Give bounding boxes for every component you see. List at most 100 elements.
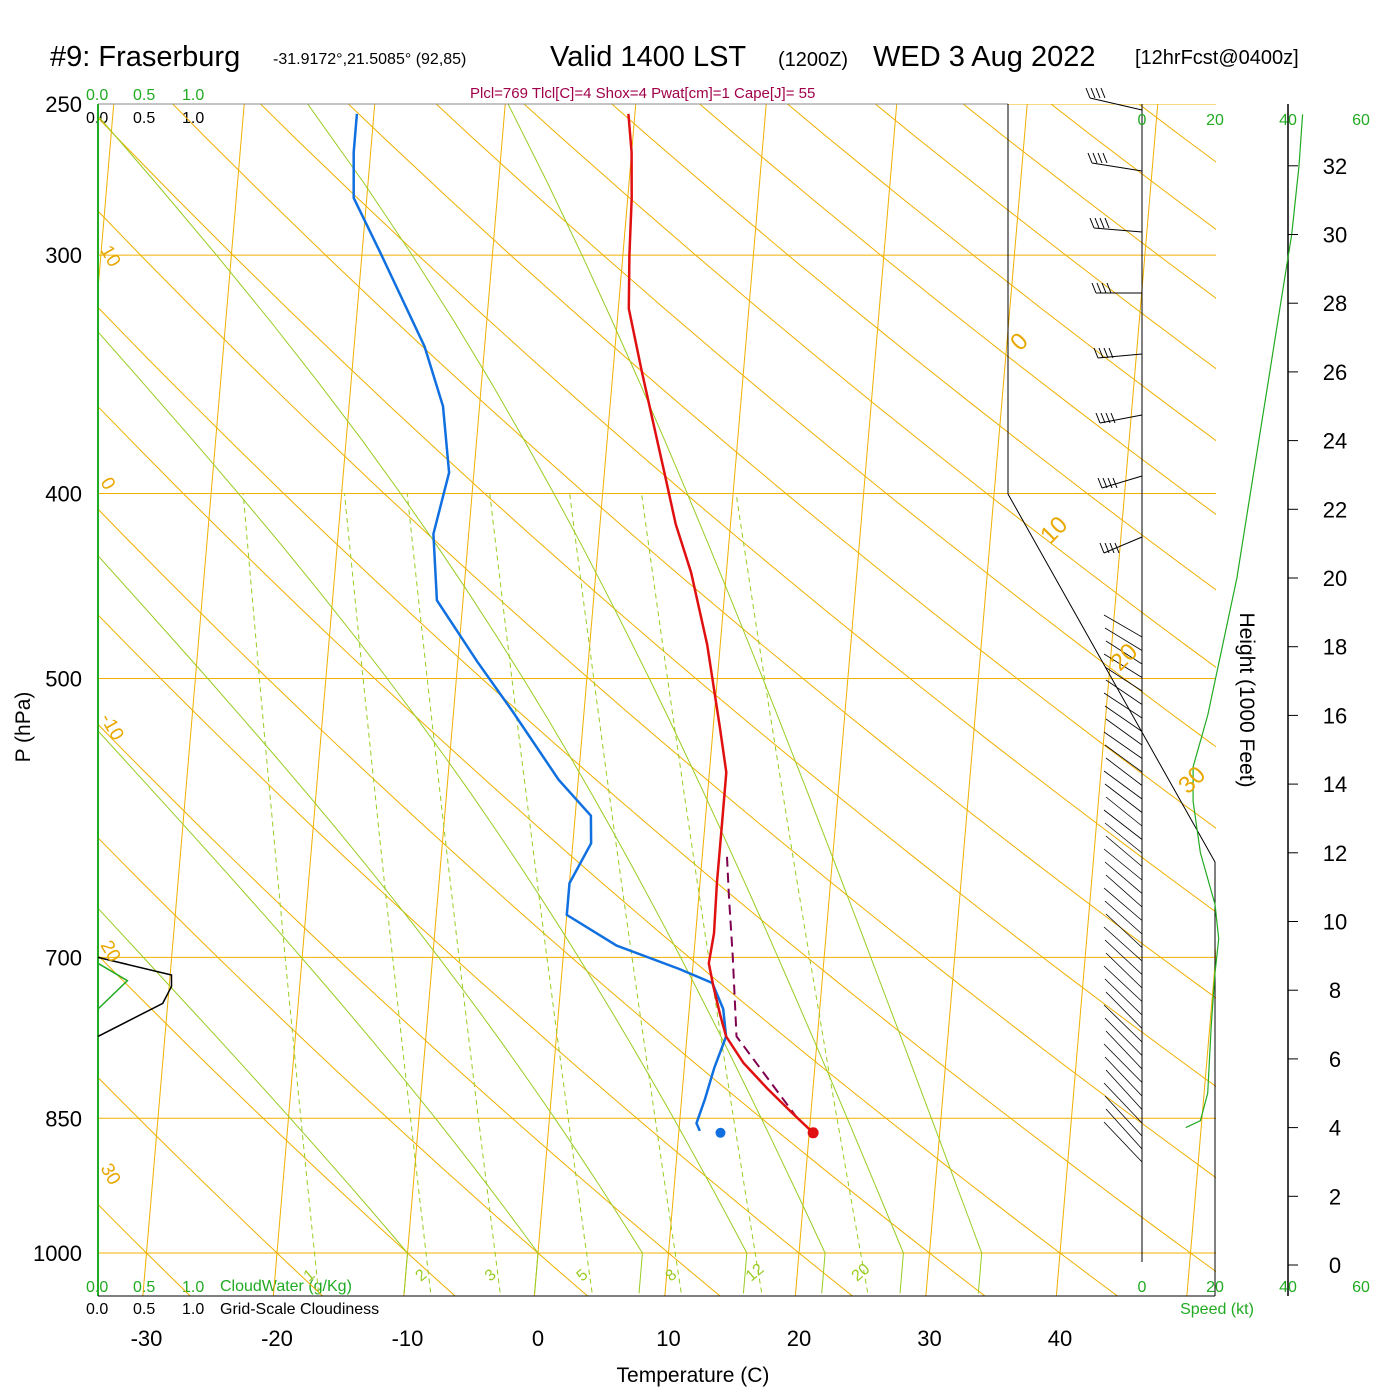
isotherm--20 <box>272 104 376 1296</box>
isotherm-label-right-10: 10 <box>1035 511 1073 549</box>
dry-adiabat-10 <box>98 723 721 1296</box>
wind-barb-flag <box>1089 217 1095 229</box>
wind-barb-lower <box>1105 1030 1143 1070</box>
wind-barb-flag <box>1103 347 1109 359</box>
cw-scale-1-b: 0.5 <box>133 1279 155 1296</box>
height-tick-10: 10 <box>1323 910 1347 935</box>
stats-line: Plcl=769 Tlcl[C]=4 Shox=4 Pwat[cm]=1 Cap… <box>470 85 815 102</box>
wind-barb-lower <box>1105 1108 1143 1150</box>
cw-scale-2: 1.0 <box>182 87 204 104</box>
wind-barb-lower <box>1104 939 1143 975</box>
wind-barb-flag <box>1085 87 1091 99</box>
wind-barb-lower <box>1104 744 1143 773</box>
wind-barb-lower <box>1104 666 1143 692</box>
isotherm-0 <box>533 104 637 1296</box>
wind-barb-flag <box>1097 477 1103 489</box>
wind-barb-lower <box>1105 913 1143 948</box>
wind-barb-upper <box>1093 347 1143 359</box>
wind-barb-lower <box>1103 809 1143 840</box>
wind-barb-lower <box>1104 822 1143 854</box>
speed-axis-label: Speed (kt) <box>1180 1301 1254 1318</box>
cl-scale-2: 1.0 <box>182 110 204 127</box>
wind-barb-lower <box>1104 978 1143 1016</box>
wind-barb-lower <box>1105 991 1143 1029</box>
moist-adiabat-28 <box>307 104 904 1294</box>
wind-barb-staff <box>1101 475 1143 489</box>
temperature-tick-20: 20 <box>787 1326 811 1351</box>
temperature-tick-40: 40 <box>1048 1326 1072 1351</box>
y-axis-label: P (hPa) <box>12 692 35 763</box>
wind-barb-flag <box>1099 217 1105 229</box>
wind-barb-staff <box>1093 227 1143 233</box>
wind-barb-lower <box>1103 1121 1143 1163</box>
mixing-ratio-line-2 <box>344 493 432 1296</box>
mixing-ratio-line-8 <box>569 493 683 1296</box>
height-tick-2: 2 <box>1329 1184 1341 1209</box>
title-zulu: (1200Z) <box>778 49 848 71</box>
title-coords: -31.9172°,21.5085° (92,85) <box>273 51 466 68</box>
wind-barb-lower <box>1104 1095 1143 1137</box>
wind-barb-lower <box>1105 952 1143 989</box>
wind-barb-flag <box>1105 412 1111 424</box>
isotherm--30 <box>142 104 245 1296</box>
moist-adiabat-8 <box>98 554 643 1294</box>
wind-barb-lower <box>1103 1082 1143 1124</box>
wind-speed-line <box>1185 114 1304 1129</box>
mixing-ratio-label-3: 3 <box>482 1266 500 1285</box>
isotherm-label-left-20: 20 <box>96 937 125 966</box>
wind-barb-lower <box>1103 692 1143 719</box>
dry-adiabat-30 <box>98 508 986 1296</box>
cw-scale-2-b: 1.0 <box>182 1279 204 1296</box>
wind-barb-flag <box>1091 282 1097 294</box>
mixing-ratio-label-20: 20 <box>849 1261 874 1286</box>
wind-barb-staff <box>1089 97 1143 111</box>
surface-temperature-dot <box>807 1127 819 1139</box>
cl-scale-1: 0.5 <box>133 110 155 127</box>
wind-barb-flag <box>1106 282 1112 294</box>
wind-barb-flag <box>1098 347 1104 359</box>
dry-adiabat-110 <box>435 104 1216 748</box>
wind-barb-lower <box>1105 796 1143 827</box>
temperature-profile-line <box>627 113 814 1134</box>
wind-barb-lower <box>1103 614 1143 638</box>
sounding-profiles <box>352 113 819 1139</box>
isotherm-20 <box>794 104 898 1296</box>
dry-adiabat-120 <box>523 104 1216 669</box>
cl-scale-1-b: 0.5 <box>133 1301 155 1318</box>
height-tick-20: 20 <box>1323 566 1347 591</box>
isotherm-10 <box>664 104 767 1296</box>
wind-barb-lower <box>1103 848 1143 881</box>
height-tick-28: 28 <box>1323 291 1347 316</box>
wind-barb-lower <box>1103 770 1143 800</box>
parcel-path-line <box>726 856 799 1119</box>
mixing-ratio-label-5: 5 <box>574 1266 592 1285</box>
wind-barb-lower <box>1105 835 1143 867</box>
temperature-tick-30: 30 <box>917 1326 941 1351</box>
wind-barb-staff <box>1097 353 1143 359</box>
wind-barb-flag <box>1104 542 1110 554</box>
wind-barb-lower <box>1103 731 1143 759</box>
cw-scale-1: 0.5 <box>133 87 155 104</box>
wind-barb-flag <box>1099 542 1105 554</box>
speed-tick-top-0: 0 <box>1138 112 1147 129</box>
title-forecast: [12hrFcst@0400z] <box>1135 47 1299 69</box>
isotherm-label-left--10: -10 <box>96 710 128 744</box>
dewpoint-profile-line <box>352 113 728 1132</box>
height-tick-12: 12 <box>1323 841 1347 866</box>
wind-barb-flag <box>1107 477 1113 489</box>
title-valid: Valid 1400 LST <box>550 41 746 73</box>
speed-tick-bottom-60: 60 <box>1352 1279 1370 1296</box>
height-tick-16: 16 <box>1323 703 1347 728</box>
height-tick-24: 24 <box>1323 429 1347 454</box>
temperature-tick-10: 10 <box>656 1326 680 1351</box>
legend-scale-top: 0.0 0.5 1.0 0.0 0.5 1.0 <box>86 87 204 127</box>
legend-cloud-water: CloudWater (g/Kg) <box>220 1278 352 1295</box>
wind-barb-lower <box>1105 757 1143 786</box>
moist-adiabat--10 <box>98 907 409 1294</box>
wind-barb-flag <box>1095 87 1101 99</box>
wind-barb-upper <box>1085 87 1143 111</box>
wind-barb-lower <box>1105 874 1143 908</box>
pressure-tick-1000: 1000 <box>33 1241 82 1266</box>
wind-barb-upper <box>1089 217 1143 233</box>
